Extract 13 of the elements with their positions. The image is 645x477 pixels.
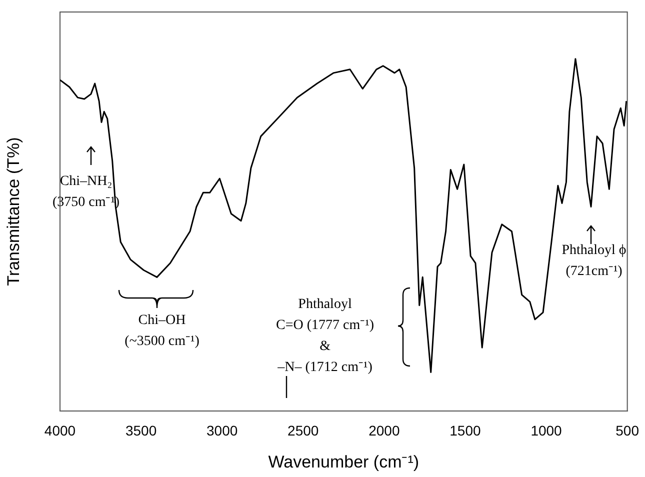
annotation: Phthaloyl C=O (1777 cm⁻¹) & –N– (1712 cm⁻¹) <box>276 297 374 376</box>
x-tick-label: 1500 <box>450 422 482 438</box>
x-axis-title: Wavenumber (cm⁻¹) <box>268 452 420 472</box>
annotation: Phthaloyl ϕ (721cm⁻¹) <box>562 243 626 280</box>
x-tick-label: 500 <box>616 422 640 438</box>
x-tick-label: 3500 <box>125 422 157 438</box>
x-tick-label: 1000 <box>530 422 562 438</box>
x-tick-label: 2500 <box>288 422 319 438</box>
x-tick-label: 4000 <box>44 422 76 438</box>
annotation: Chi–OH (~3500 cm⁻¹) <box>124 313 200 350</box>
y-axis-title: Transmittance (T%) <box>4 137 23 286</box>
x-tick-label: 3000 <box>206 422 238 438</box>
x-tick-label: 2000 <box>368 422 400 438</box>
